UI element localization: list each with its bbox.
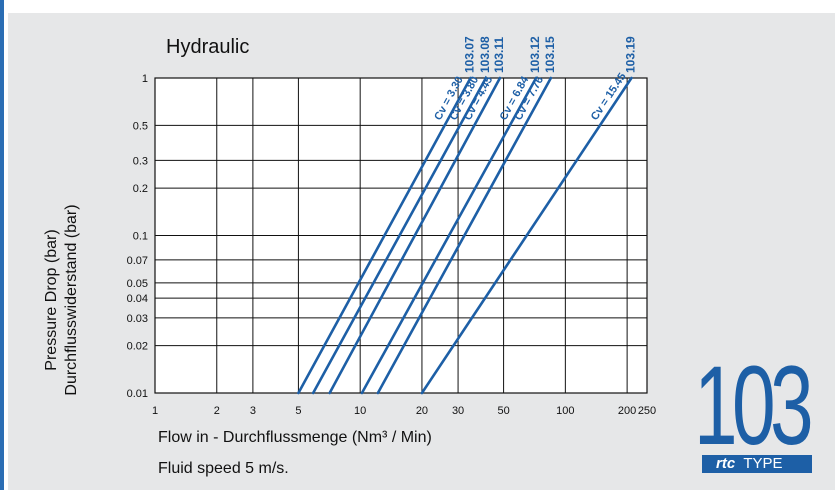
chart-title: Hydraulic — [166, 36, 250, 58]
series-line — [376, 76, 553, 395]
y-tick-label: 0.05 — [127, 278, 148, 290]
y-tick-label: 0.2 — [133, 183, 148, 195]
series-name-label: 103.19 — [623, 36, 637, 73]
brand-logo-text: rtc — [716, 455, 736, 472]
series-name-label: 103.12 — [528, 36, 542, 73]
series-name-label: 103.08 — [478, 36, 492, 73]
y-tick-label: 1 — [142, 73, 148, 85]
type-badge: rtc TYPE — [702, 455, 812, 473]
x-tick-label: 3 — [250, 405, 256, 417]
x-tick-label: 250 — [638, 405, 656, 417]
series-name-label: 103.11 — [492, 37, 506, 73]
x-tick-label: 200 — [618, 405, 636, 417]
y-tick-label: 0.04 — [127, 293, 148, 305]
series-lines — [297, 76, 633, 395]
grid — [154, 77, 648, 394]
series-name-label: 103.07 — [463, 36, 477, 73]
type-number: 103 — [694, 343, 814, 468]
fluid-speed-note: Fluid speed 5 m/s. — [158, 460, 289, 477]
y-axis-label-en: Pressure Drop (bar) — [43, 229, 60, 371]
y-tick-label: 0.03 — [127, 313, 148, 325]
x-tick-label: 1 — [152, 405, 158, 417]
series-line — [297, 76, 472, 395]
series-line — [311, 76, 488, 395]
x-tick-label: 30 — [452, 405, 464, 417]
x-tick-label: 20 — [416, 405, 428, 417]
x-tick-label: 100 — [556, 405, 574, 417]
type-label: TYPE — [743, 455, 783, 472]
x-axis-label: Flow in - Durchflussmenge (Nm³ / Min) — [158, 429, 432, 446]
x-tick-label: 10 — [354, 405, 366, 417]
y-tick-label: 0.02 — [127, 341, 148, 353]
y-tick-label: 0.1 — [133, 231, 148, 243]
y-tick-label: 0.5 — [133, 120, 148, 132]
series-name-label: 103.15 — [543, 36, 557, 73]
x-tick-label: 5 — [295, 405, 301, 417]
y-axis-label-de: Durchflusswiderstand (bar) — [63, 204, 80, 396]
x-tick-label: 2 — [214, 405, 220, 417]
tick-labels: 1 2 3 5 10 20 30 50 100 200 250 0.01 0.02 0.03 0.04 0.0… — [127, 73, 657, 417]
y-tick-label: 0.01 — [127, 388, 148, 400]
series-line — [420, 76, 633, 395]
left-rule — [0, 0, 4, 490]
series-line — [360, 76, 538, 395]
y-tick-label: 0.3 — [133, 155, 148, 167]
x-tick-label: 50 — [497, 405, 509, 417]
y-tick-label: 0.07 — [127, 255, 148, 267]
series-line — [328, 76, 502, 395]
